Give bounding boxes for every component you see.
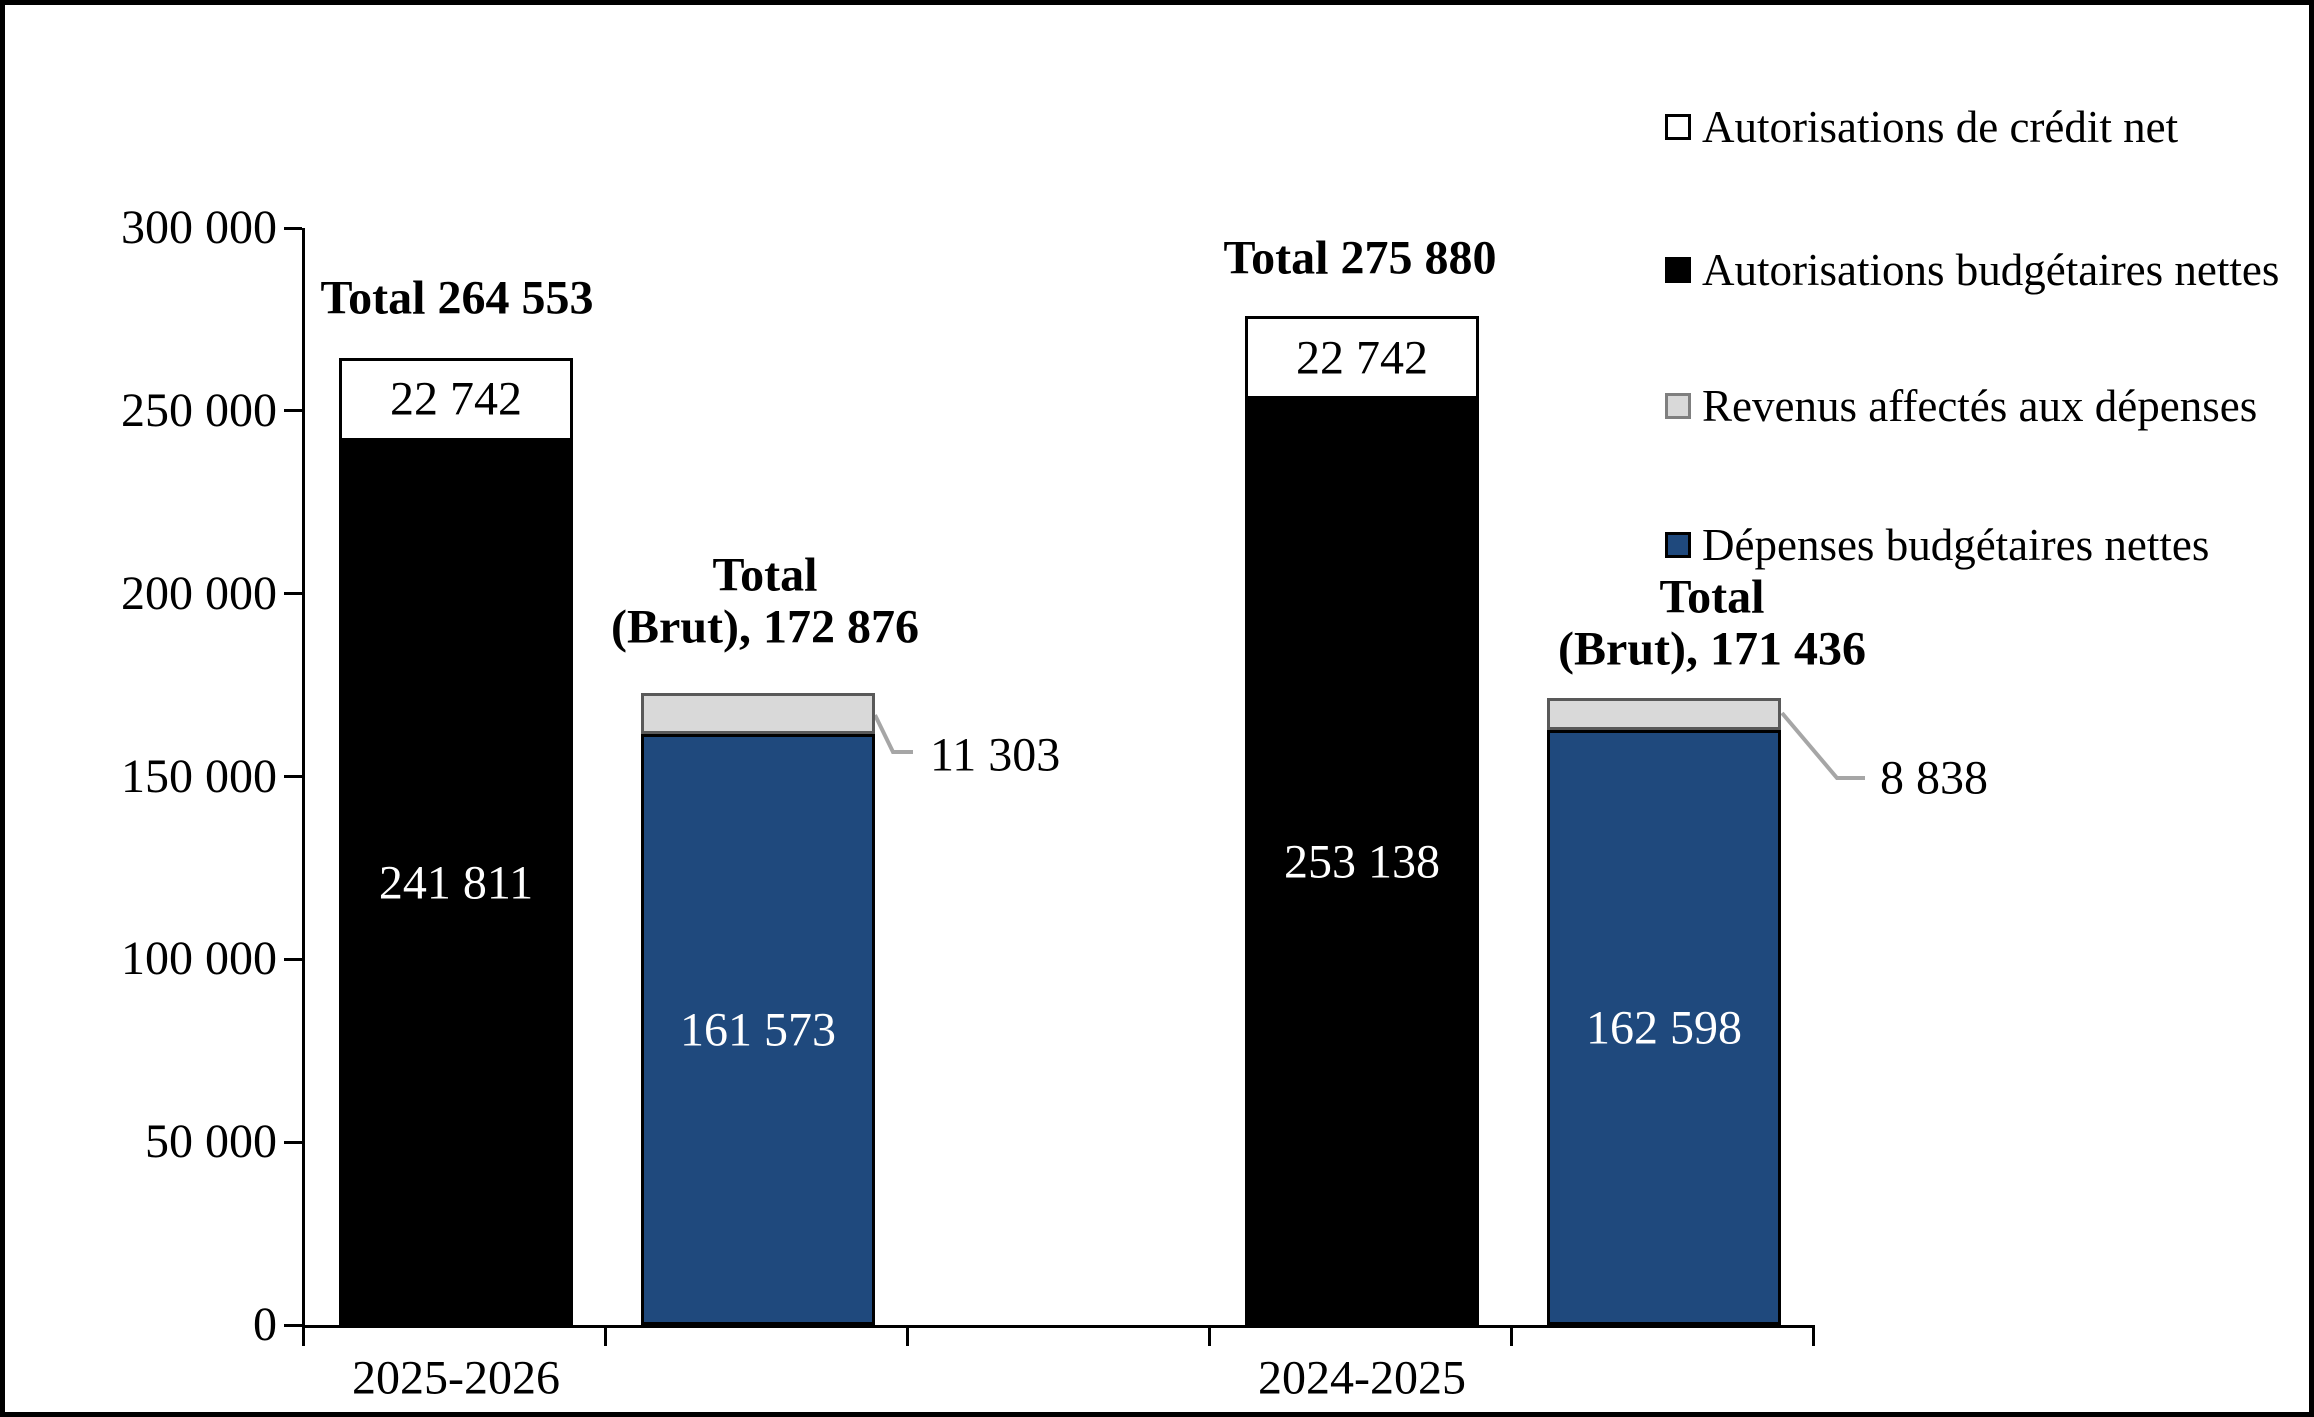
callout-value-label: 11 303	[930, 728, 1061, 782]
legend-label: Autorisations budgétaires nettes	[1702, 245, 2280, 295]
bar-segment-value-label: 162 598	[1586, 1001, 1742, 1055]
y-axis-tick-label: 150 000	[121, 749, 277, 803]
y-axis-tick	[284, 226, 302, 230]
x-axis-tick	[302, 1325, 305, 1346]
bar-total-label: Total 264 553	[320, 271, 594, 325]
y-axis-tick-label: 50 000	[145, 1115, 277, 1169]
legend-marker	[1665, 532, 1691, 558]
y-axis-tick	[284, 1323, 302, 1327]
bar-segment	[339, 440, 573, 1325]
legend-marker	[1665, 257, 1691, 283]
bar-segment	[1245, 399, 1479, 1325]
y-axis-tick-label: 200 000	[121, 566, 277, 620]
x-axis-tick	[1510, 1325, 1513, 1346]
x-axis-tick	[906, 1325, 909, 1346]
legend-label: Autorisations de crédit net	[1702, 102, 2179, 152]
x-axis-tick	[604, 1325, 607, 1346]
bar-segment-value-label: 253 138	[1284, 835, 1440, 889]
legend-marker	[1665, 114, 1691, 140]
callout-connector-line	[873, 714, 913, 754]
bar-segment	[641, 692, 875, 735]
y-axis-tick-label: 250 000	[121, 383, 277, 437]
callout-value-label: 8 838	[1880, 751, 1988, 805]
legend-label: Dépenses budgétaires nettes	[1702, 520, 2210, 570]
legend-marker	[1665, 393, 1691, 419]
bar-segment	[641, 734, 875, 1325]
y-axis-tick	[284, 957, 302, 961]
y-axis-tick	[284, 409, 302, 413]
y-axis-tick-label: 100 000	[121, 932, 277, 986]
x-axis-tick	[1812, 1325, 1815, 1346]
bar-total-label: (Brut), 172 876	[611, 600, 919, 654]
y-axis-tick	[284, 592, 302, 596]
legend-label: Revenus affectés aux dépenses	[1702, 381, 2258, 431]
x-axis-category-label: 2025-2026	[352, 1351, 560, 1405]
bar-segment-value-label: 22 742	[390, 372, 522, 426]
bar-segment	[339, 357, 573, 441]
bar-total-label: Total	[1659, 570, 1765, 624]
bar-segment-value-label: 241 811	[378, 856, 534, 910]
x-axis-line	[302, 1325, 1815, 1328]
bar-segment	[1245, 316, 1479, 400]
callout-connector-line	[1780, 711, 1865, 780]
bar-segment-value-label: 22 742	[1296, 331, 1428, 385]
bar-segment	[1547, 730, 1781, 1325]
bar-total-label: (Brut), 171 436	[1558, 622, 1866, 676]
y-axis-tick	[284, 1140, 302, 1144]
bar-total-label: Total	[712, 548, 818, 602]
x-axis-tick	[1208, 1325, 1211, 1346]
stacked-bar-chart: 0 50 000 100 000 150 000 200 000 250 000 300 0…	[5, 5, 2309, 1412]
x-axis-category-label: 2024-2025	[1258, 1351, 1466, 1405]
y-axis-line	[302, 228, 305, 1328]
bar-total-label: Total 275 880	[1223, 231, 1497, 285]
bar-segment	[1547, 698, 1781, 731]
y-axis-tick-label: 300 000	[121, 201, 277, 254]
y-axis-tick-label: 0	[253, 1298, 277, 1351]
y-axis-tick	[284, 775, 302, 778]
bar-segment-value-label: 161 573	[680, 1003, 836, 1057]
